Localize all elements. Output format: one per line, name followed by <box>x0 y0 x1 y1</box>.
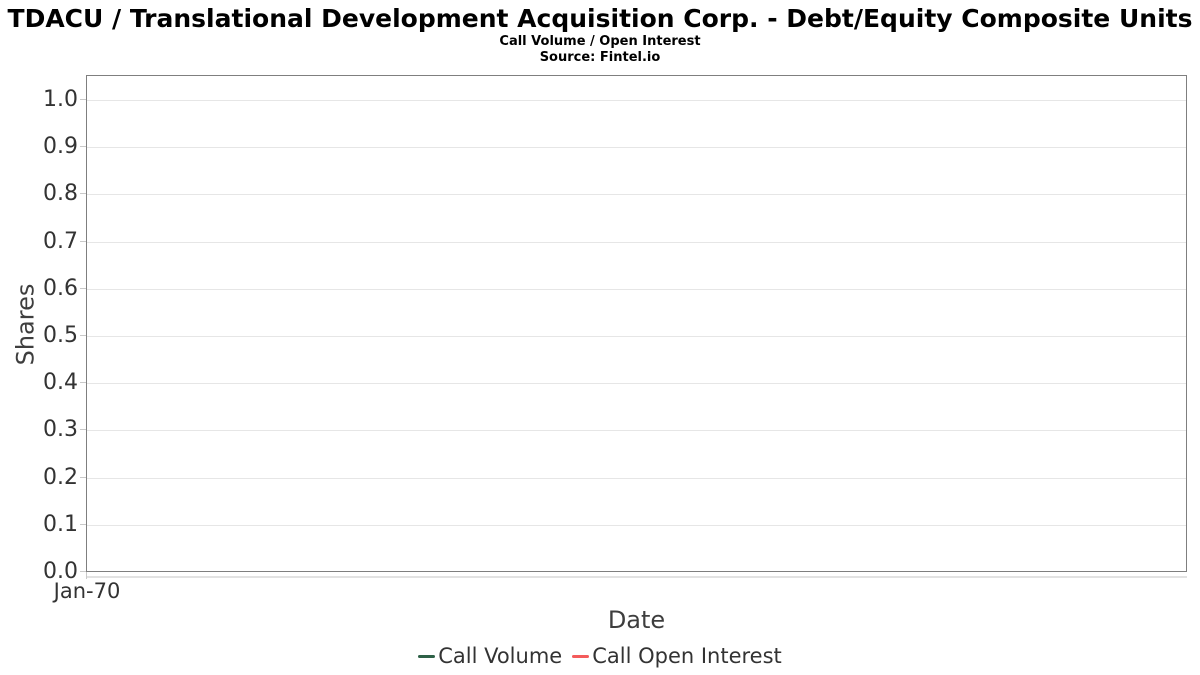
y-tick-label: 0.2 <box>43 464 78 490</box>
y-tick-mark <box>80 99 86 100</box>
y-tick-label: 0.9 <box>43 134 78 160</box>
x-tick-label: Jan-70 <box>53 579 121 603</box>
y-tick-label: 0.5 <box>43 323 78 348</box>
legend-label: Call Volume <box>438 644 563 668</box>
gridline <box>87 383 1186 385</box>
y-tick-label: 0.6 <box>43 275 78 301</box>
x-axis-title: Date <box>607 606 666 634</box>
gridline <box>87 100 1186 101</box>
legend-item[interactable]: Call Open Interest <box>572 644 782 669</box>
y-tick-label: 0.4 <box>43 370 78 396</box>
y-tick-mark <box>80 287 86 289</box>
plot-area <box>86 75 1187 572</box>
gridline <box>87 430 1186 432</box>
gridline <box>87 241 1186 243</box>
legend-item[interactable]: Call Volume <box>418 644 562 669</box>
gridline <box>87 336 1186 337</box>
y-tick-mark <box>80 335 86 336</box>
y-tick-label: 0.1 <box>43 511 78 537</box>
legend-marker <box>572 655 590 658</box>
x-tick-mark <box>86 572 87 579</box>
gridline <box>87 147 1186 149</box>
gridline <box>87 288 1186 290</box>
y-tick-label: 0.3 <box>43 417 78 443</box>
gridline <box>87 477 1186 479</box>
chart-title: TDACU / Translational Development Acquis… <box>7 4 1193 33</box>
y-tick-label: 0.7 <box>43 228 78 254</box>
x-axis-line <box>86 576 1187 578</box>
legend-label: Call Open Interest <box>592 644 782 668</box>
y-tick-mark <box>80 193 86 195</box>
legend: Call Volume Call Open Interest <box>0 644 1200 669</box>
y-tick-label: 0.0 <box>43 559 78 584</box>
y-tick-mark <box>80 523 86 525</box>
chart-source-label: Source: Fintel.io <box>539 50 661 65</box>
y-tick-label: 0.8 <box>43 181 78 207</box>
y-tick-mark <box>80 571 86 572</box>
gridline <box>87 524 1186 526</box>
y-tick-label: 1.0 <box>43 87 78 112</box>
y-tick-mark <box>80 476 86 478</box>
y-tick-mark <box>80 429 86 431</box>
legend-marker <box>418 655 436 658</box>
y-axis-title: Shares <box>11 283 40 366</box>
y-tick-mark <box>80 146 86 148</box>
gridline <box>87 194 1186 196</box>
y-tick-mark <box>80 240 86 242</box>
y-tick-mark <box>80 382 86 384</box>
chart-subtitle: Call Volume / Open Interest <box>499 34 701 49</box>
